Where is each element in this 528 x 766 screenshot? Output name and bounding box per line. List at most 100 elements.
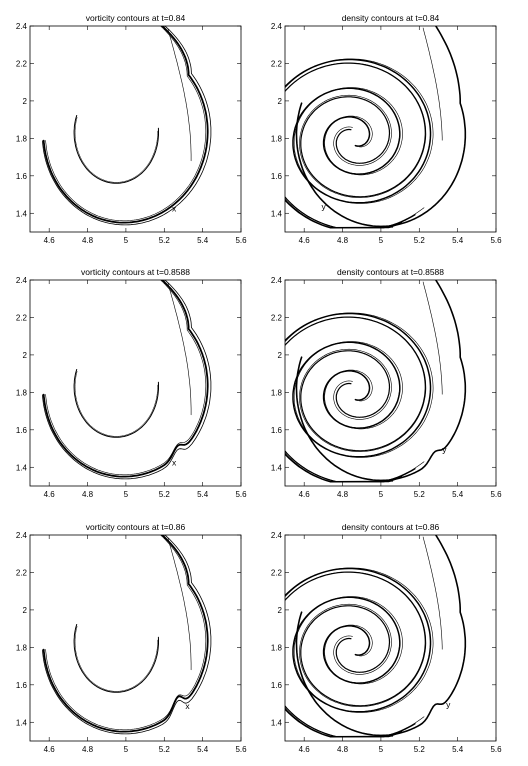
- x-tick-label: 5: [379, 490, 384, 499]
- y-tick-label: 1.8: [271, 388, 283, 397]
- contour-line: [73, 115, 159, 184]
- y-tick-label: 2.2: [16, 313, 28, 322]
- contour-line: [285, 571, 426, 738]
- y-tick-label: 1.6: [16, 172, 28, 181]
- x-tick-label: 5.4: [197, 745, 209, 754]
- y-tick-label: 2.4: [271, 22, 283, 31]
- y-tick-label: 1.6: [271, 172, 283, 181]
- x-tick-label: 4.6: [299, 745, 311, 754]
- x-tick-label: 5: [379, 745, 384, 754]
- contour-line: [295, 280, 467, 482]
- x-tick-label: 4.8: [337, 490, 349, 499]
- y-tick-label: 1.6: [16, 426, 28, 435]
- x-tick-label: 4.8: [337, 236, 349, 245]
- contour-line: [295, 26, 467, 228]
- panel-title: vorticity contours at t=0.8588: [81, 267, 190, 277]
- x-tick-label: 5.6: [490, 490, 502, 499]
- marker-label: x: [172, 457, 177, 467]
- contour-line: [422, 281, 443, 395]
- y-tick-label: 1.8: [16, 388, 28, 397]
- y-tick-label: 2.2: [16, 59, 28, 68]
- x-tick-label: 4.6: [299, 236, 311, 245]
- contour-line: [285, 312, 432, 483]
- contour-line: [42, 280, 212, 480]
- contour-panel-4: density contours at t=0.8588 4.6 4.8 5 5.2 5.…: [271, 267, 502, 499]
- y-tick-label: 1.8: [271, 643, 283, 652]
- x-tick-label: 5.2: [159, 745, 171, 754]
- x-tick-label: 5.2: [414, 745, 426, 754]
- x-tick-label: 4.6: [44, 745, 56, 754]
- plot-frame: [284, 279, 497, 487]
- x-tick-label: 4.8: [82, 236, 94, 245]
- contour-line: [45, 535, 207, 731]
- x-tick-label: 5.2: [414, 236, 426, 245]
- contour-line: [42, 280, 209, 478]
- contour-line: [74, 117, 158, 183]
- y-tick-label: 2: [278, 351, 283, 360]
- marker-label: x: [185, 701, 190, 711]
- contour-line: [45, 280, 207, 476]
- contour-lines: [285, 535, 467, 738]
- y-tick-label: 2.2: [271, 568, 283, 577]
- contour-lines: [42, 280, 212, 480]
- x-tick-label: 5: [379, 236, 384, 245]
- panel-title: density contours at t=0.8588: [337, 267, 444, 277]
- panel-title: vorticity contours at t=0.84: [86, 13, 186, 23]
- y-tick-label: 2.4: [271, 531, 283, 540]
- y-tick-label: 2.4: [16, 22, 28, 31]
- contour-panel-6: density contours at t=0.86 4.6 4.8 5 5.2 5.4 5…: [271, 522, 502, 754]
- x-tick-label: 5.2: [159, 490, 171, 499]
- x-tick-label: 4.6: [299, 490, 311, 499]
- x-tick-label: 4.6: [44, 236, 56, 245]
- y-tick-label: 2.2: [271, 313, 283, 322]
- y-tick-label: 2.4: [16, 276, 28, 285]
- panel-title: density contours at t=0.86: [342, 522, 440, 532]
- contour-line: [422, 27, 443, 141]
- panel-title: vorticity contours at t=0.86: [86, 522, 186, 532]
- panel-title: density contours at t=0.84: [342, 13, 440, 23]
- y-tick-label: 2: [278, 97, 283, 106]
- y-tick-label: 2.2: [16, 568, 28, 577]
- contour-line: [73, 624, 159, 693]
- x-tick-label: 5.2: [414, 490, 426, 499]
- contour-lines: [285, 26, 467, 229]
- plot-frame: [29, 279, 242, 487]
- y-tick-label: 1.6: [16, 681, 28, 690]
- x-tick-label: 4.6: [44, 490, 56, 499]
- y-tick-label: 1.4: [271, 718, 283, 727]
- contour-line: [73, 369, 159, 438]
- y-tick-label: 2.4: [271, 276, 283, 285]
- y-tick-label: 1.4: [271, 209, 283, 218]
- contour-line: [42, 26, 212, 226]
- contour-line: [285, 567, 432, 738]
- contour-line: [285, 62, 426, 229]
- plot-frame: [29, 25, 242, 233]
- y-tick-label: 1.4: [16, 463, 28, 472]
- x-tick-label: 5.6: [490, 745, 502, 754]
- contour-line: [74, 371, 158, 437]
- contour-line: [167, 538, 192, 671]
- y-tick-label: 1.6: [271, 426, 283, 435]
- plot-frame: [284, 534, 497, 742]
- contour-line: [167, 283, 192, 416]
- y-tick-label: 1.8: [16, 643, 28, 652]
- contour-panel-1: vorticity contours at t=0.84 4.6 4.8 5 5.2 5.…: [16, 13, 247, 245]
- contour-line: [42, 535, 212, 735]
- contour-line: [285, 58, 434, 229]
- x-tick-label: 4.8: [337, 745, 349, 754]
- contour-panel-2: density contours at t=0.84 4.6 4.8 5 5.2 5.4 5…: [271, 13, 502, 245]
- contour-line: [42, 26, 209, 224]
- contour-line: [285, 312, 434, 483]
- contour-line: [74, 626, 158, 692]
- contour-panel-5: vorticity contours at t=0.86 4.6 4.8 5 5.2 5.…: [16, 522, 247, 754]
- contour-lines: [42, 535, 212, 735]
- y-tick-label: 2: [23, 606, 28, 615]
- marker-label: y: [446, 699, 451, 709]
- y-tick-label: 2.4: [16, 531, 28, 540]
- contour-line: [285, 58, 432, 229]
- x-tick-label: 4.8: [82, 490, 94, 499]
- marker-label: y: [321, 202, 326, 212]
- x-tick-label: 5.4: [197, 490, 209, 499]
- contour-line: [285, 316, 426, 483]
